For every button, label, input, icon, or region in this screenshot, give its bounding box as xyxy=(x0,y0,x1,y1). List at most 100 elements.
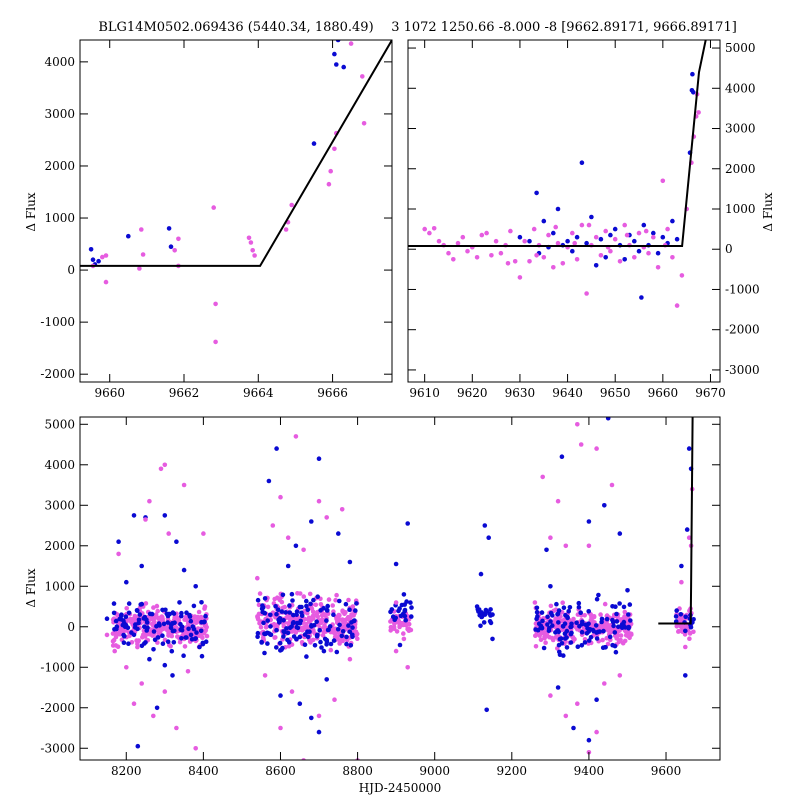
data-point-blue xyxy=(179,613,184,619)
data-point-pink xyxy=(612,236,618,242)
x-tick-label: 9200 xyxy=(497,764,528,778)
data-point-blue xyxy=(293,543,299,549)
y-tick-label: 5000 xyxy=(44,417,75,431)
y-tick-label: 1000 xyxy=(44,211,75,225)
data-point-blue xyxy=(331,638,337,643)
data-point-blue xyxy=(116,539,121,544)
data-point-pink xyxy=(330,603,336,608)
data-point-blue xyxy=(90,257,96,263)
data-point-blue xyxy=(559,641,565,646)
data-point-blue xyxy=(177,600,182,605)
data-point-pink xyxy=(124,665,129,670)
data-point-pink xyxy=(332,146,337,152)
data-point-blue xyxy=(142,624,147,629)
data-point-pink xyxy=(532,600,538,605)
data-point-blue xyxy=(198,628,204,634)
data-point-blue xyxy=(334,62,339,67)
data-point-pink xyxy=(646,250,651,256)
data-point-blue xyxy=(403,617,409,623)
data-point-blue xyxy=(602,503,607,508)
data-point-pink xyxy=(479,232,485,238)
data-point-blue xyxy=(579,629,585,635)
data-point-pink xyxy=(319,613,325,618)
data-point-pink xyxy=(582,613,587,618)
data-point-blue xyxy=(601,628,606,634)
data-point-pink xyxy=(279,599,285,605)
data-point-pink xyxy=(617,673,623,678)
data-point-blue xyxy=(170,610,176,615)
y-tick-label: 2000 xyxy=(44,159,75,173)
data-point-blue xyxy=(164,611,170,617)
data-point-pink xyxy=(563,713,569,719)
data-point-blue xyxy=(280,592,286,598)
data-point-blue xyxy=(324,618,329,623)
data-point-pink xyxy=(135,641,140,647)
right-panel-ylabel: Δ Flux xyxy=(761,192,775,231)
data-point-pink xyxy=(618,633,624,638)
data-point-pink xyxy=(489,253,494,258)
data-point-pink xyxy=(546,232,551,238)
data-point-blue xyxy=(398,613,404,619)
data-point-blue xyxy=(111,601,117,606)
data-point-pink xyxy=(270,523,276,528)
data-point-blue xyxy=(193,584,198,589)
data-point-pink xyxy=(446,250,451,256)
data-point-blue xyxy=(126,601,132,606)
data-point-blue xyxy=(120,622,126,628)
data-point-pink xyxy=(334,592,339,598)
data-point-blue xyxy=(281,629,286,634)
data-point-pink xyxy=(136,638,141,643)
data-point-blue xyxy=(639,295,644,300)
data-point-blue xyxy=(112,627,117,632)
data-point-pink xyxy=(339,507,345,512)
data-point-pink xyxy=(117,632,123,637)
data-point-blue xyxy=(674,608,679,613)
data-point-pink xyxy=(278,494,283,500)
data-point-pink xyxy=(553,224,558,230)
y-tick-label: -1000 xyxy=(725,282,760,296)
data-point-pink xyxy=(265,604,271,610)
data-point-blue xyxy=(160,633,165,638)
data-point-blue xyxy=(315,594,321,599)
data-point-pink xyxy=(455,240,461,246)
y-tick-label: 1000 xyxy=(44,579,75,593)
data-point-pink xyxy=(162,462,168,468)
zoom-panel-left: 9660 9662 9664 9666 -2000 -1000 0 1000 2000 3000 4… xyxy=(40,39,393,400)
data-point-blue xyxy=(299,613,305,618)
data-point-blue xyxy=(179,636,184,641)
data-point-blue xyxy=(554,601,559,607)
data-point-pink xyxy=(248,240,254,245)
y-tick-label: -2000 xyxy=(40,701,75,715)
data-point-blue xyxy=(307,629,312,634)
data-point-blue xyxy=(534,605,540,611)
data-point-blue xyxy=(478,623,483,629)
data-point-pink xyxy=(295,591,300,596)
y-tick-label: -1000 xyxy=(40,315,75,329)
data-point-blue xyxy=(678,612,684,617)
data-point-blue xyxy=(343,601,349,607)
data-point-blue xyxy=(684,527,690,532)
x-tick-label: 9000 xyxy=(419,764,450,778)
data-point-blue xyxy=(605,417,611,421)
x-tick-label: 9640 xyxy=(552,386,583,400)
data-point-blue xyxy=(617,531,623,536)
data-point-pink xyxy=(579,222,585,228)
x-tick-label: 9664 xyxy=(243,386,274,400)
data-point-blue xyxy=(134,608,140,613)
data-point-pink xyxy=(272,635,278,640)
data-point-pink xyxy=(522,238,527,244)
data-point-pink xyxy=(193,746,198,751)
data-point-pink xyxy=(159,614,165,619)
data-point-pink xyxy=(213,301,218,307)
data-point-pink xyxy=(324,515,330,520)
data-point-pink xyxy=(627,635,632,641)
data-point-blue xyxy=(474,604,480,609)
data-point-blue xyxy=(160,641,166,646)
data-point-pink xyxy=(538,637,544,642)
data-point-blue xyxy=(545,614,550,620)
data-point-blue xyxy=(181,653,186,658)
data-point-blue xyxy=(147,656,152,662)
data-point-pink xyxy=(665,226,670,232)
data-point-pink xyxy=(598,612,603,617)
data-point-blue xyxy=(275,607,281,612)
